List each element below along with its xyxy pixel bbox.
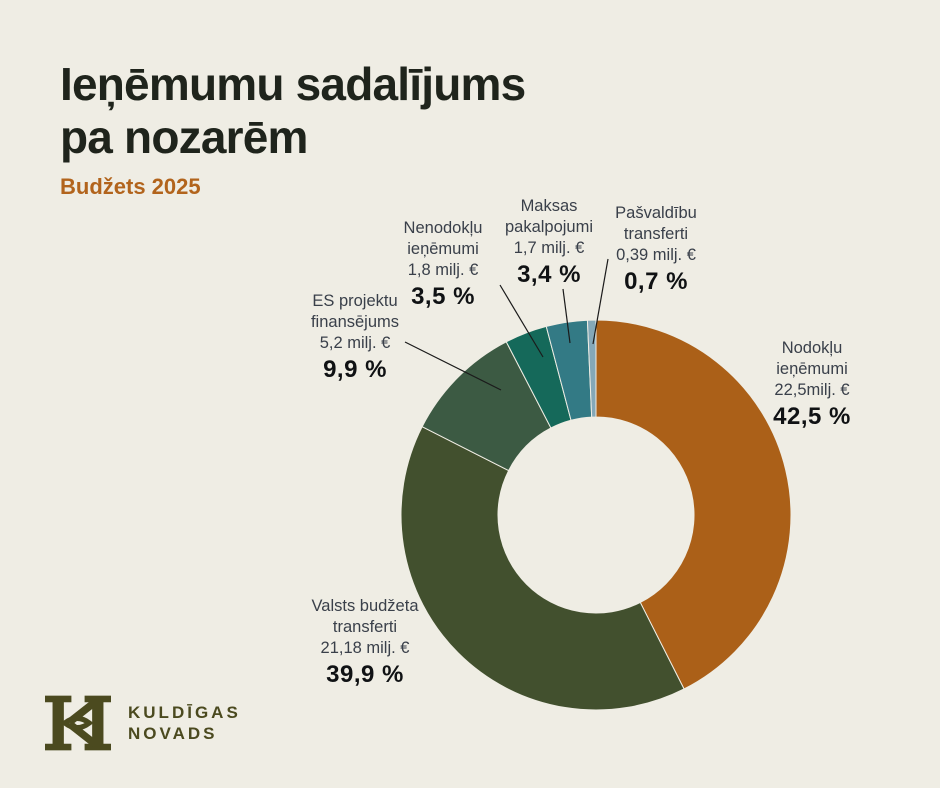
segment-percent: 42,5 %	[773, 403, 851, 430]
segment-label: Valsts budžeta transferti	[311, 597, 419, 636]
segment-percent: 39,9 %	[326, 661, 404, 688]
kuldigas-novads-logo-text: KULDĪGAS NOVADS	[128, 702, 241, 744]
callout-valsts-budzeta-transferti: Valsts budžeta transferti 21,18 milj. € …	[300, 596, 430, 688]
callout-leader-line-2	[499, 284, 544, 358]
logo-text-line2: NOVADS	[128, 724, 218, 743]
donut-slice-2	[400, 425, 685, 711]
segment-percent: 0,7 %	[624, 268, 688, 295]
page-title-line1: Ieņēmumu sadalījums	[60, 58, 526, 110]
callout-pasvaldibu-transferti: Pašvaldību transferti 0,39 milj. € 0,7 %	[603, 203, 709, 295]
donut-slice-6	[586, 319, 597, 418]
callout-nodoklu-ienemumi: Nodokļu ieņēmumi 22,5milj. € 42,5 %	[757, 338, 867, 430]
callout-leader-line-4	[592, 258, 609, 345]
segment-value: 22,5milj. €	[774, 381, 850, 399]
logo-text-line1: KULDĪGAS	[128, 703, 241, 722]
segment-label: Nenodokļu ieņēmumi	[403, 219, 483, 258]
segment-value: 21,18 milj. €	[320, 639, 410, 657]
segment-percent: 3,4 %	[517, 261, 581, 288]
segment-value: 1,8 milj. €	[407, 261, 479, 279]
callout-es-projektu-finansejums: ES projektu finansējums 5,2 milj. € 9,9 …	[300, 291, 410, 383]
page-title-line2: pa nozarēm	[60, 111, 308, 163]
page-title: Ieņēmumu sadalījums pa nozarēm	[60, 58, 680, 164]
segment-label: Maksas pakalpojumi	[504, 197, 594, 236]
segment-percent: 3,5 %	[411, 283, 475, 310]
segment-value: 5,2 milj. €	[319, 334, 391, 352]
page-subtitle: Budžets 2025	[60, 174, 201, 199]
segment-label: ES projektu finansējums	[310, 292, 400, 331]
segment-label: Nodokļu ieņēmumi	[776, 339, 848, 378]
segment-percent: 9,9 %	[323, 356, 387, 383]
callout-leader-line-1	[404, 341, 502, 391]
donut-slice-1	[595, 319, 792, 690]
kuldigas-novads-logo-icon	[45, 695, 111, 751]
kuldigas-novads-logo: KULDĪGAS NOVADS	[45, 694, 241, 752]
segment-label: Pašvaldību transferti	[615, 204, 697, 243]
segment-value: 0,39 milj. €	[616, 246, 696, 264]
callout-maksas-pakalpojumi: Maksas pakalpojumi 1,7 milj. € 3,4 %	[496, 196, 602, 288]
callout-nenodoklu-ienemumi: Nenodokļu ieņēmumi 1,8 milj. € 3,5 %	[390, 218, 496, 310]
segment-value: 1,7 milj. €	[513, 239, 585, 257]
callout-leader-line-3	[562, 288, 571, 344]
